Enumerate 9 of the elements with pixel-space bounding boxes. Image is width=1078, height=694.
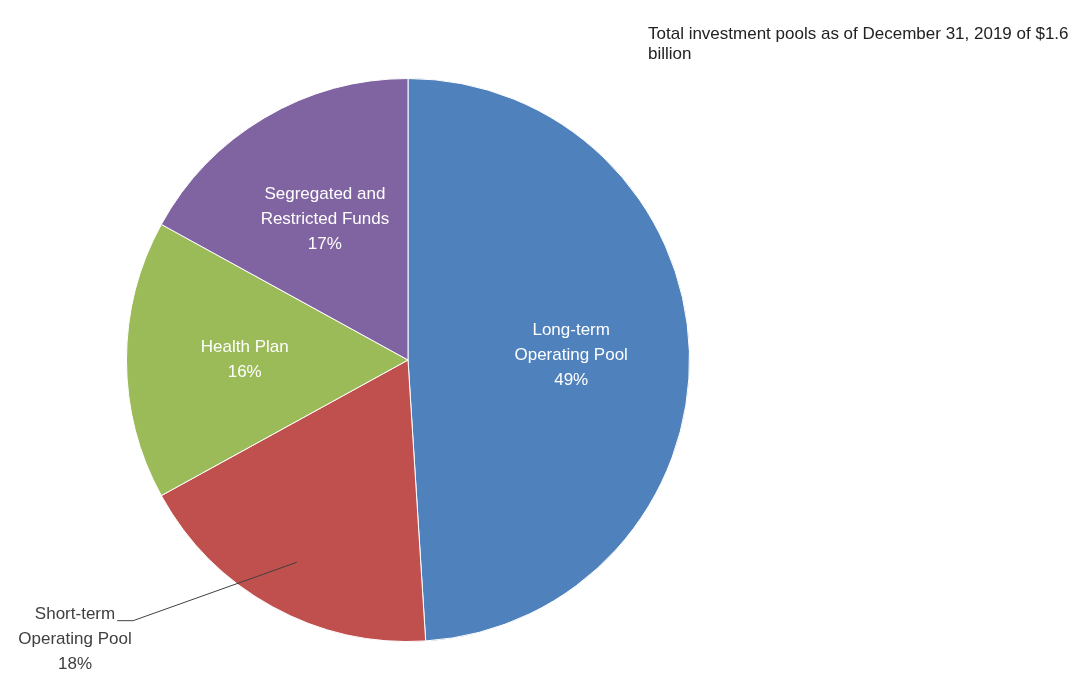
data-label: 16% <box>227 362 262 382</box>
text: Total investment pools as of December 31, 2019 of $1.6 billion <box>648 24 1070 64</box>
slice-label: Long-term Operating Pool <box>514 319 628 364</box>
slice-label: Short-term Operating Pool <box>18 604 132 649</box>
slice-label: Segregated and Restricted Funds <box>260 184 390 229</box>
data-label: 18% <box>57 654 93 674</box>
slice-label: Health Plan <box>200 337 289 357</box>
data-label: 17% <box>307 234 342 254</box>
data-label: 49% <box>554 369 589 389</box>
